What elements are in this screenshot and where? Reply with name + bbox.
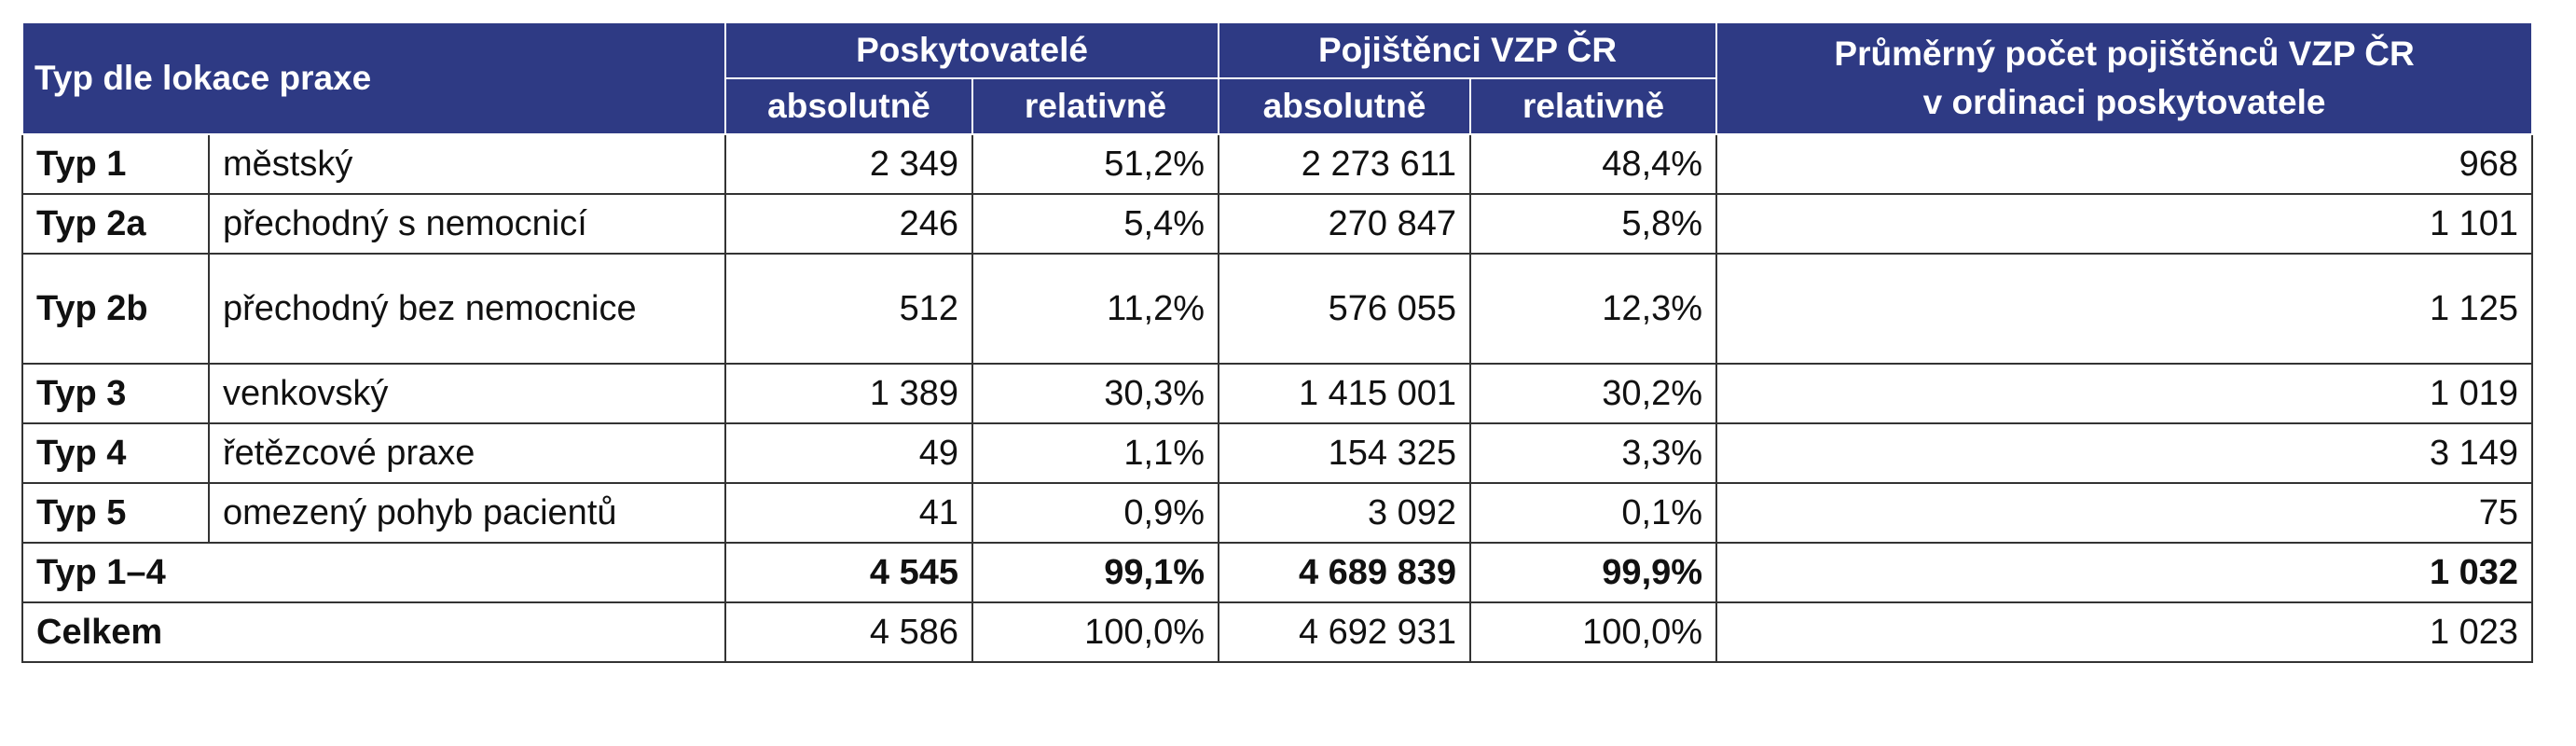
row-prov-abs: 1 389 xyxy=(724,363,974,424)
data-table: Typ dle lokace praxe Poskytovatelé Pojiš… xyxy=(21,21,2534,663)
total-prov-rel: 100,0% xyxy=(971,601,1220,663)
row-ins-abs: 2 273 611 xyxy=(1218,133,1472,195)
header-providers: Poskytovatelé xyxy=(724,21,1220,79)
row-ins-rel: 5,8% xyxy=(1469,193,1718,255)
header-average-line2: v ordinaci poskytovatele xyxy=(1922,83,2326,121)
subtotal-prov-rel: 99,1% xyxy=(971,542,1220,603)
row-prov-rel: 51,2% xyxy=(971,133,1220,195)
row-ins-rel: 48,4% xyxy=(1469,133,1718,195)
row-ins-rel: 30,2% xyxy=(1469,363,1718,424)
row-desc: řetězcové praxe xyxy=(207,422,727,484)
row-avg: 3 149 xyxy=(1715,422,2534,484)
subtotal-ins-rel: 99,9% xyxy=(1469,542,1718,603)
row-desc: venkovský xyxy=(207,363,727,424)
table-row: Typ 3 venkovský 1 389 30,3% 1 415 001 30… xyxy=(21,363,2534,424)
table-header: Typ dle lokace praxe Poskytovatelé Pojiš… xyxy=(21,21,2534,135)
row-ins-rel: 12,3% xyxy=(1469,253,1718,365)
total-avg: 1 023 xyxy=(1715,601,2534,663)
row-desc: přechodný bez nemocnice xyxy=(207,253,727,365)
row-ins-abs: 270 847 xyxy=(1218,193,1472,255)
row-desc: omezený pohyb pacientů xyxy=(207,482,727,544)
row-ins-abs: 3 092 xyxy=(1218,482,1472,544)
subtotal-label: Typ 1–4 xyxy=(21,542,727,603)
total-ins-rel: 100,0% xyxy=(1469,601,1718,663)
table-row: Typ 5 omezený pohyb pacientů 41 0,9% 3 0… xyxy=(21,482,2534,544)
total-row: Celkem 4 586 100,0% 4 692 931 100,0% 1 0… xyxy=(21,601,2534,663)
row-type: Typ 5 xyxy=(21,482,210,544)
table-row: Typ 4 řetězcové praxe 49 1,1% 154 325 3,… xyxy=(21,422,2534,484)
total-ins-abs: 4 692 931 xyxy=(1218,601,1472,663)
header-insured-relative: relativně xyxy=(1469,77,1718,135)
header-providers-absolute: absolutně xyxy=(724,77,974,135)
row-ins-abs: 1 415 001 xyxy=(1218,363,1472,424)
row-prov-abs: 246 xyxy=(724,193,974,255)
row-prov-abs: 49 xyxy=(724,422,974,484)
row-avg: 75 xyxy=(1715,482,2534,544)
row-avg: 1 101 xyxy=(1715,193,2534,255)
row-ins-rel: 0,1% xyxy=(1469,482,1718,544)
header-insured-absolute: absolutně xyxy=(1218,77,1472,135)
table-row: Typ 2a přechodný s nemocnicí 246 5,4% 27… xyxy=(21,193,2534,255)
row-ins-abs: 154 325 xyxy=(1218,422,1472,484)
row-prov-rel: 5,4% xyxy=(971,193,1220,255)
header-average: Průměrný počet pojištěnců VZP ČR v ordin… xyxy=(1715,21,2534,135)
row-desc: přechodný s nemocnicí xyxy=(207,193,727,255)
row-type: Typ 3 xyxy=(21,363,210,424)
subtotal-avg: 1 032 xyxy=(1715,542,2534,603)
row-prov-rel: 1,1% xyxy=(971,422,1220,484)
row-prov-abs: 512 xyxy=(724,253,974,365)
table-row: Typ 1 městský 2 349 51,2% 2 273 611 48,4… xyxy=(21,133,2534,195)
row-avg: 1 019 xyxy=(1715,363,2534,424)
subtotal-prov-abs: 4 545 xyxy=(724,542,974,603)
row-desc: městský xyxy=(207,133,727,195)
subtotal-ins-abs: 4 689 839 xyxy=(1218,542,1472,603)
subtotal-row: Typ 1–4 4 545 99,1% 4 689 839 99,9% 1 03… xyxy=(21,542,2534,603)
row-avg: 968 xyxy=(1715,133,2534,195)
row-avg: 1 125 xyxy=(1715,253,2534,365)
row-ins-rel: 3,3% xyxy=(1469,422,1718,484)
header-providers-relative: relativně xyxy=(971,77,1220,135)
row-prov-rel: 30,3% xyxy=(971,363,1220,424)
row-ins-abs: 576 055 xyxy=(1218,253,1472,365)
header-type: Typ dle lokace praxe xyxy=(21,21,727,135)
total-prov-abs: 4 586 xyxy=(724,601,974,663)
row-prov-abs: 41 xyxy=(724,482,974,544)
header-average-line1: Průměrný počet pojištěnců VZP ČR xyxy=(1834,35,2415,73)
row-type: Typ 2b xyxy=(21,253,210,365)
table-container: Typ dle lokace praxe Poskytovatelé Pojiš… xyxy=(21,21,2534,663)
row-type: Typ 4 xyxy=(21,422,210,484)
row-prov-rel: 0,9% xyxy=(971,482,1220,544)
row-prov-rel: 11,2% xyxy=(971,253,1220,365)
table-row: Typ 2b přechodný bez nemocnice 512 11,2%… xyxy=(21,253,2534,365)
row-type: Typ 2a xyxy=(21,193,210,255)
total-label: Celkem xyxy=(21,601,727,663)
header-insured: Pojištěnci VZP ČR xyxy=(1218,21,1718,79)
row-prov-abs: 2 349 xyxy=(724,133,974,195)
table-body: Typ 1 městský 2 349 51,2% 2 273 611 48,4… xyxy=(21,133,2534,663)
row-type: Typ 1 xyxy=(21,133,210,195)
